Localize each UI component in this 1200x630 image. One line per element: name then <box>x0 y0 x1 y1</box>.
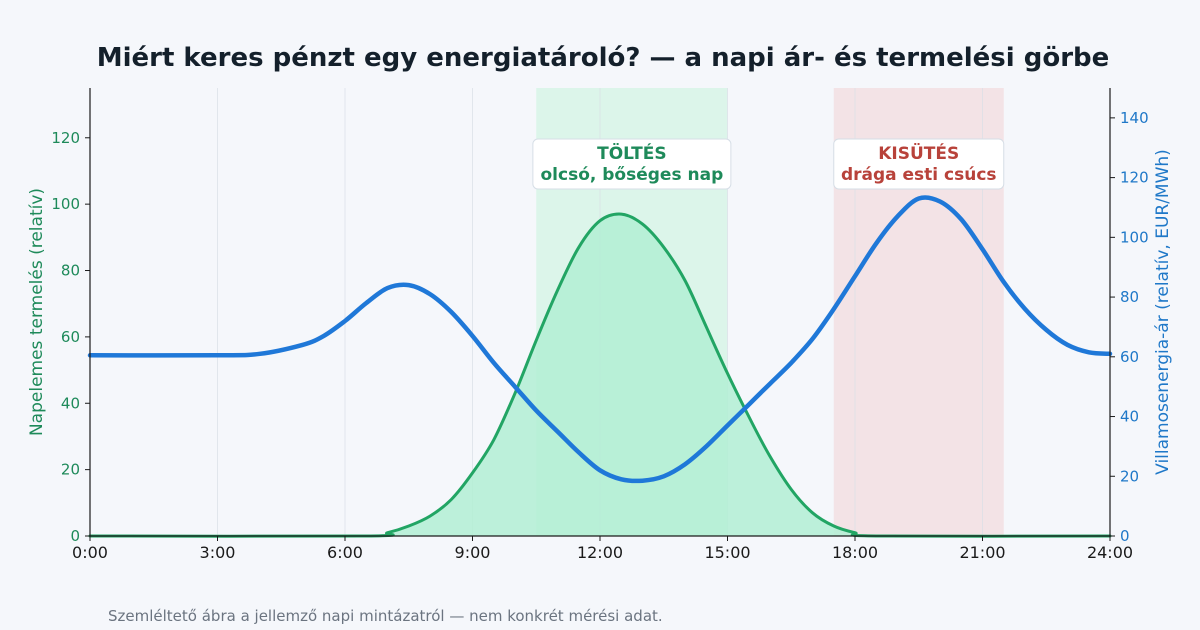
x-tick-label-6: 18:00 <box>832 543 878 562</box>
x-tick-label-4: 12:00 <box>577 543 623 562</box>
region-label-title-0: TÖLTÉS <box>597 142 667 164</box>
region-label-subtitle-0: olcsó, bőséges nap <box>541 165 724 185</box>
y-left-tick-label-4: 80 <box>61 262 80 280</box>
x-tick-label-0: 0:00 <box>72 543 108 562</box>
y-left-tick-label-3: 60 <box>61 328 80 346</box>
x-tick-label-8: 24:00 <box>1087 543 1133 562</box>
y-left-tick-label-1: 20 <box>61 461 80 479</box>
x-tick-label-2: 6:00 <box>327 543 363 562</box>
x-tick-label-1: 3:00 <box>200 543 236 562</box>
x-tick-label-7: 21:00 <box>959 543 1005 562</box>
region-label-title-1: KISÜTÉS <box>878 142 959 164</box>
region-label-box-1 <box>833 138 1005 190</box>
y-right-tick-label-0: 0 <box>1120 527 1130 545</box>
y-right-tick-label-1: 20 <box>1120 467 1139 485</box>
chart-title: Miért keres pénzt egy energiatároló? — a… <box>97 43 1110 73</box>
x-tick-label-3: 9:00 <box>455 543 491 562</box>
x-tick-label-5: 15:00 <box>704 543 750 562</box>
series-1-line <box>87 195 1113 484</box>
y-axis-left-label: Napelemes termelés (relatív) <box>27 188 47 436</box>
region-label-box-0 <box>532 138 732 190</box>
y-left-tick-label-5: 100 <box>51 195 80 213</box>
y-right-tick-label-3: 60 <box>1120 348 1139 366</box>
y-right-tick-label-7: 140 <box>1120 109 1149 127</box>
y-right-tick-label-6: 120 <box>1120 169 1149 187</box>
series-layer <box>87 195 1113 538</box>
series-0-area <box>90 214 1110 537</box>
y-right-tick-label-2: 40 <box>1120 408 1139 426</box>
footnote: Szemléltető ábra a jellemző napi mintáza… <box>108 607 663 625</box>
y-right-tick-label-4: 80 <box>1120 288 1139 306</box>
y-left-tick-label-6: 120 <box>51 129 80 147</box>
y-axis-right-label: Villamosenergia-ár (relatív, EUR/MWh) <box>1153 149 1173 475</box>
axes-layer: 0:00 3:00 6:00 9:00 12:00 15:00 18:00 21:00 24:0… <box>51 88 1149 562</box>
y-left-tick-label-0: 0 <box>70 527 80 545</box>
y-left-tick-label-2: 40 <box>61 394 80 412</box>
series-0-line <box>88 212 1112 538</box>
region-label-subtitle-1: drága esti csúcs <box>841 165 997 185</box>
y-right-tick-label-5: 100 <box>1120 228 1149 246</box>
